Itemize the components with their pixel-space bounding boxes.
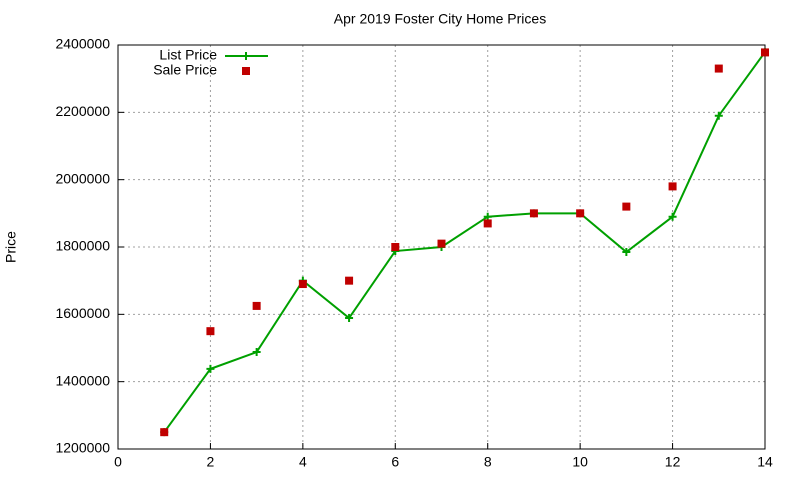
- point-marker: [252, 301, 261, 310]
- point-marker: [483, 219, 492, 228]
- point-marker: [622, 202, 631, 211]
- point-marker: [298, 280, 307, 289]
- legend-marker: [242, 67, 250, 75]
- legend-marker: [242, 52, 250, 60]
- point-marker: [529, 209, 538, 218]
- x-tick-label: 6: [391, 454, 399, 470]
- point-marker: [252, 348, 261, 357]
- y-tick-label: 1400000: [55, 372, 110, 388]
- x-tick-label: 8: [484, 454, 492, 470]
- chart-title: Apr 2019 Foster City Home Prices: [334, 11, 546, 27]
- point-marker: [668, 212, 677, 221]
- x-tick-label: 12: [665, 454, 681, 470]
- point-marker: [345, 276, 354, 285]
- y-tick-label: 2400000: [55, 36, 110, 52]
- point-marker: [714, 64, 723, 73]
- point-marker: [576, 209, 585, 218]
- series-line: [163, 51, 766, 433]
- y-tick-label: 1200000: [55, 440, 110, 456]
- y-tick-label: 1600000: [55, 305, 110, 321]
- legend-label: List Price: [159, 47, 217, 63]
- point-marker: [160, 428, 169, 437]
- point-marker: [761, 48, 769, 57]
- point-marker: [483, 212, 492, 221]
- y-tick-label: 2200000: [55, 103, 110, 119]
- point-marker: [714, 111, 723, 120]
- y-tick-label: 1800000: [55, 238, 110, 254]
- legend-label: Sale Price: [153, 62, 217, 78]
- x-tick-label: 14: [757, 454, 773, 470]
- point-marker: [206, 327, 215, 336]
- x-tick-label: 4: [299, 454, 307, 470]
- point-marker: [345, 314, 354, 323]
- y-axis-label: Price: [3, 231, 19, 263]
- x-tick-label: 0: [114, 454, 122, 470]
- point-marker: [206, 364, 215, 373]
- y-tick-label: 2000000: [55, 170, 110, 186]
- x-tick-label: 10: [572, 454, 588, 470]
- point-marker: [391, 243, 400, 251]
- plot-border: [117, 44, 766, 450]
- point-marker: [622, 248, 631, 257]
- x-tick-label: 2: [207, 454, 215, 470]
- point-marker: [668, 182, 677, 191]
- point-marker: [437, 239, 446, 248]
